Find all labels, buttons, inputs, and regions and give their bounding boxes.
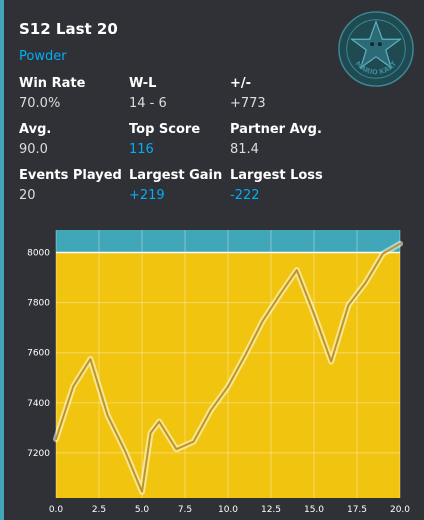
largest-loss-link[interactable]: -222 bbox=[230, 188, 260, 203]
largest-loss-label: Largest Loss bbox=[230, 168, 323, 183]
wl-label: W-L bbox=[129, 76, 157, 91]
x-tick-label: 2.5 bbox=[92, 505, 106, 515]
y-tick-label: 7600 bbox=[27, 349, 50, 359]
plus-minus-value: +773 bbox=[230, 96, 266, 111]
partner-avg-value: 81.4 bbox=[230, 142, 259, 157]
card-title: S12 Last 20 bbox=[19, 20, 118, 38]
top-score-link[interactable]: 116 bbox=[129, 142, 154, 157]
x-tick-label: 12.5 bbox=[261, 505, 281, 515]
x-tick-label: 17.5 bbox=[347, 505, 367, 515]
x-tick-label: 7.5 bbox=[178, 505, 192, 515]
x-tick-label: 15.0 bbox=[304, 505, 324, 515]
y-tick-label: 7400 bbox=[27, 399, 50, 409]
y-tick-label: 7800 bbox=[27, 299, 50, 309]
plus-minus-label: +/- bbox=[230, 76, 252, 91]
largest-gain-label: Largest Gain bbox=[129, 168, 223, 183]
events-played-label: Events Played bbox=[19, 168, 122, 183]
top-score-label: Top Score bbox=[129, 122, 201, 137]
band-below-threshold bbox=[56, 252, 400, 498]
accent-bar bbox=[0, 0, 4, 520]
player-link[interactable]: Powder bbox=[19, 49, 67, 64]
avg-label: Avg. bbox=[19, 122, 52, 137]
y-tick-label: 8000 bbox=[27, 249, 50, 259]
band-above-threshold bbox=[56, 230, 400, 253]
largest-gain-link[interactable]: +219 bbox=[129, 188, 165, 203]
avg-value: 90.0 bbox=[19, 142, 48, 157]
wl-value: 14 - 6 bbox=[129, 96, 167, 111]
partner-avg-label: Partner Avg. bbox=[230, 122, 322, 137]
rating-chart: 0.0 2.5 5.0 7.5 10.0 12.5 15.0 17.5 20.0 7200 7400… bbox=[27, 230, 410, 515]
x-tick-label: 20.0 bbox=[390, 505, 410, 515]
x-tick-label: 0.0 bbox=[49, 505, 64, 515]
events-played-value: 20 bbox=[19, 188, 36, 203]
win-rate-value: 70.0% bbox=[19, 96, 61, 111]
star-emblem-icon: MARIO KART bbox=[338, 11, 414, 87]
series-line bbox=[55, 242, 401, 493]
y-tick-label: 7200 bbox=[27, 449, 50, 459]
win-rate-label: Win Rate bbox=[19, 76, 86, 91]
x-tick-label: 10.0 bbox=[218, 505, 238, 515]
x-tick-label: 5.0 bbox=[135, 505, 150, 515]
